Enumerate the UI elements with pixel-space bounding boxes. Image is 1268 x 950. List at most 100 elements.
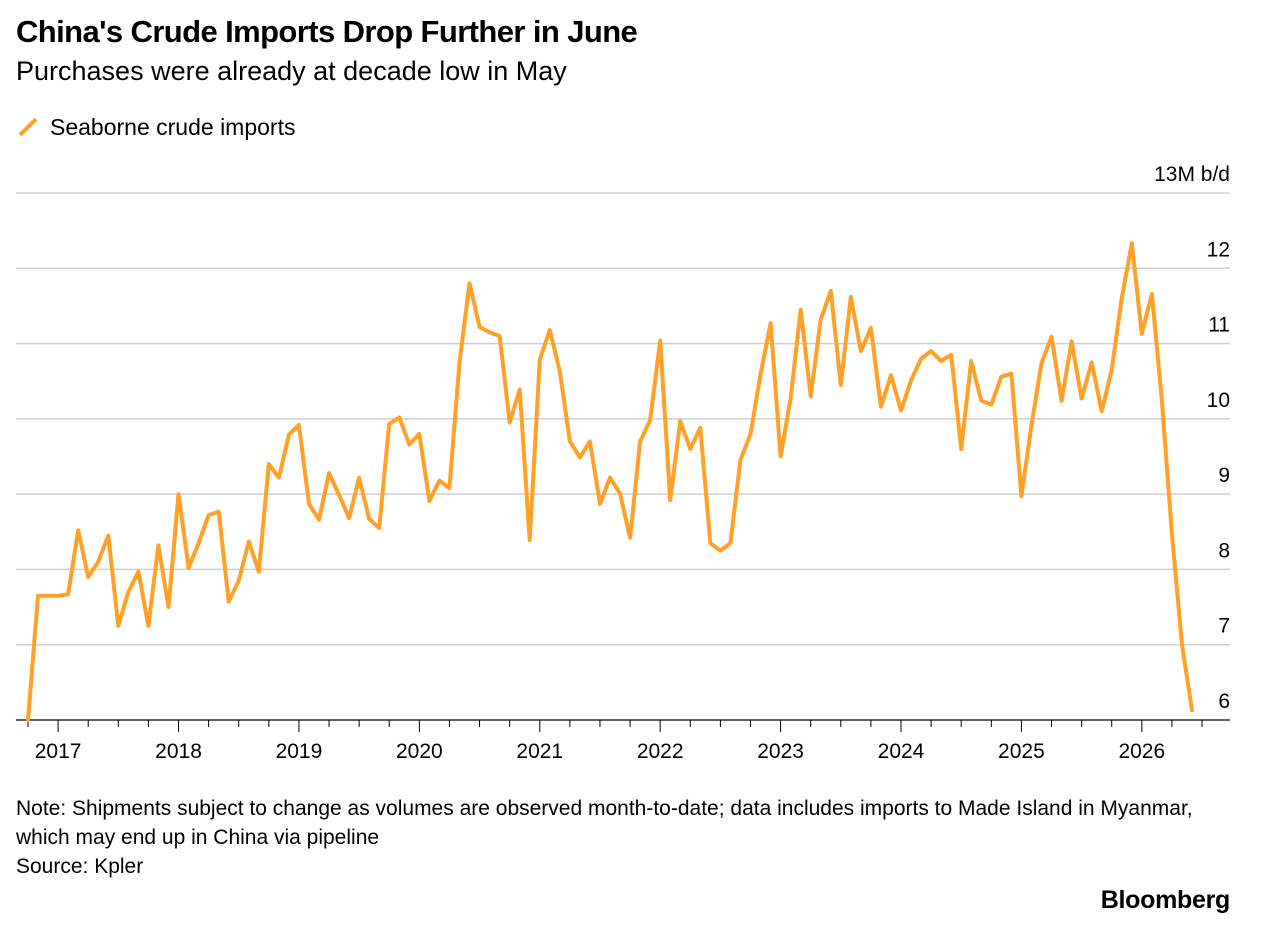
data-point-2020-09 xyxy=(498,334,502,338)
data-point-2023-06 xyxy=(829,289,833,293)
data-point-2024-10 xyxy=(989,403,993,407)
data-point-2023-08 xyxy=(849,295,853,299)
grid-lines xyxy=(16,192,1230,721)
data-point-2017-09 xyxy=(136,570,140,574)
chart-source: Source: Kpler xyxy=(16,855,144,878)
data-point-2019-10 xyxy=(387,422,391,426)
legend-swatch-line xyxy=(18,117,38,137)
data-point-2025-06 xyxy=(1070,339,1074,343)
data-point-2018-08 xyxy=(247,540,251,544)
data-point-2023-01 xyxy=(779,455,783,459)
data-point-2023-05 xyxy=(819,318,823,322)
data-point-2025-02 xyxy=(1029,424,1033,428)
x-tick-label-2021: 2021 xyxy=(516,740,563,763)
data-point-2025-10 xyxy=(1110,368,1114,372)
data-point-2022-06 xyxy=(708,541,712,545)
chart-note: Note: Shipments subject to change as vol… xyxy=(16,797,1193,849)
data-point-2022-02 xyxy=(668,498,672,502)
data-point-2025-03 xyxy=(1040,361,1044,365)
data-point-2019-12 xyxy=(407,443,411,447)
data-point-2022-03 xyxy=(678,419,682,423)
data-point-2020-07 xyxy=(478,325,482,329)
data-point-2021-08 xyxy=(608,476,612,480)
data-point-2023-03 xyxy=(799,308,803,312)
chart-subtitle: Purchases were already at decade low in … xyxy=(16,56,567,86)
data-point-2023-04 xyxy=(809,394,813,398)
data-point-2016-10 xyxy=(26,718,30,722)
data-point-2017-10 xyxy=(146,624,150,628)
data-point-2022-10 xyxy=(749,432,753,436)
data-point-2026-04 xyxy=(1170,532,1174,536)
data-point-2021-01 xyxy=(538,357,542,361)
data-point-2021-09 xyxy=(618,491,622,495)
data-point-2016-11 xyxy=(36,594,40,598)
data-point-2022-08 xyxy=(728,541,732,545)
data-point-2018-11 xyxy=(277,476,281,480)
data-point-2023-12 xyxy=(889,373,893,377)
data-point-2022-04 xyxy=(688,447,692,451)
data-point-2021-12 xyxy=(648,418,652,422)
data-point-2024-02 xyxy=(909,379,913,383)
data-point-2017-04 xyxy=(86,575,90,579)
data-point-2025-04 xyxy=(1050,335,1054,339)
data-point-2021-10 xyxy=(628,536,632,540)
data-point-2025-05 xyxy=(1060,399,1064,403)
data-point-2024-09 xyxy=(979,399,983,403)
data-point-2020-06 xyxy=(468,281,472,285)
data-point-2024-12 xyxy=(1009,372,1013,376)
data-point-2020-04 xyxy=(447,486,451,490)
data-point-2017-08 xyxy=(126,590,130,594)
data-point-2020-02 xyxy=(427,499,431,503)
data-point-2022-11 xyxy=(759,372,763,376)
bloomberg-logo: Bloomberg xyxy=(1100,886,1231,914)
data-point-2016-12 xyxy=(46,594,50,598)
x-tick-label-2023: 2023 xyxy=(757,740,804,763)
data-point-2021-11 xyxy=(638,439,642,443)
data-point-2019-06 xyxy=(347,516,351,520)
data-point-2023-09 xyxy=(859,349,863,353)
data-point-2022-05 xyxy=(698,426,702,430)
data-point-2018-10 xyxy=(267,462,271,466)
data-point-2023-07 xyxy=(839,383,843,387)
data-point-2025-01 xyxy=(1019,494,1023,498)
data-point-2020-08 xyxy=(488,330,492,334)
series-line-seaborne-crude-imports xyxy=(26,241,1194,722)
data-point-2019-05 xyxy=(337,493,341,497)
data-point-2018-09 xyxy=(257,570,261,574)
data-point-2026-02 xyxy=(1150,292,1154,296)
data-point-2020-01 xyxy=(417,432,421,436)
data-point-2017-02 xyxy=(66,592,70,596)
data-point-2026-06 xyxy=(1190,708,1194,712)
data-point-2020-03 xyxy=(437,479,441,483)
y-tick-label-8: 8 xyxy=(1218,539,1230,562)
chart-title: China's Crude Imports Drop Further in Ju… xyxy=(16,14,638,49)
data-point-2024-05 xyxy=(939,359,943,363)
data-point-2017-12 xyxy=(167,605,171,609)
data-point-2018-01 xyxy=(177,492,181,496)
data-point-2021-04 xyxy=(568,439,572,443)
x-tick-label-2018: 2018 xyxy=(155,740,202,763)
data-point-2026-03 xyxy=(1160,399,1164,403)
x-tick-label-2020: 2020 xyxy=(396,740,443,763)
data-point-2017-07 xyxy=(116,624,120,628)
data-point-2019-09 xyxy=(377,526,381,530)
data-point-2017-06 xyxy=(106,534,110,538)
data-point-2019-07 xyxy=(357,476,361,480)
data-point-2019-03 xyxy=(317,518,321,522)
data-point-2023-02 xyxy=(789,397,793,401)
y-tick-label-9: 9 xyxy=(1218,464,1230,487)
legend: Seaborne crude imports xyxy=(16,112,295,142)
data-point-2018-06 xyxy=(227,600,231,604)
y-tick-label-7: 7 xyxy=(1218,615,1230,638)
data-point-2019-08 xyxy=(367,517,371,521)
data-point-2017-11 xyxy=(156,543,160,547)
data-point-2021-06 xyxy=(588,439,592,443)
data-point-2020-11 xyxy=(518,388,522,392)
legend-swatch-stroke xyxy=(18,117,38,137)
data-point-2017-03 xyxy=(76,528,80,532)
x-tick-label-2025: 2025 xyxy=(998,740,1045,763)
data-point-2021-05 xyxy=(578,455,582,459)
x-tick-label-2019: 2019 xyxy=(276,740,323,763)
data-point-2023-10 xyxy=(869,326,873,330)
